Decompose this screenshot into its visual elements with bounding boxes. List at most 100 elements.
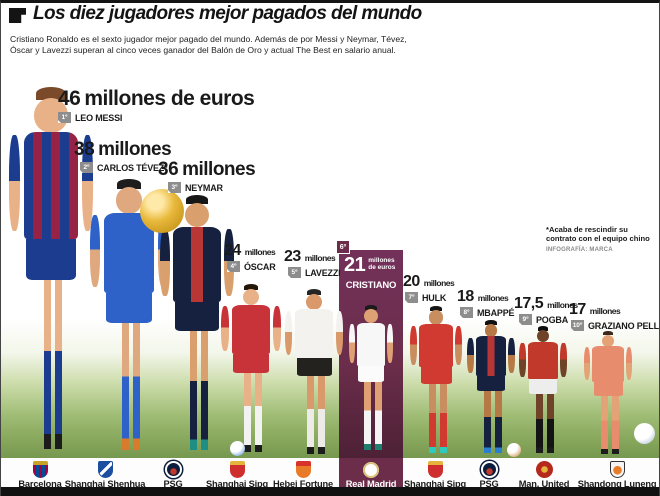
cristiano-highlight-column: 6º 21 millones de euros CRISTIANO [336, 240, 403, 458]
club-name: Shandong Luneng [577, 479, 657, 489]
shanghai-sipg-crest-icon [427, 461, 443, 478]
shandong-luneng-crest-icon [609, 461, 625, 478]
salary-unit: millones de euros [84, 87, 255, 110]
club-name: PSG [163, 479, 183, 489]
club-cell-real-madrid: Real Madrid [339, 458, 403, 490]
club-name: Man. United [518, 479, 570, 489]
rank-badge: 2º [80, 162, 93, 173]
rank-badge: 5º [288, 267, 301, 278]
footnote: *Acaba de rescindir su contrato con el e… [546, 225, 659, 253]
club-cell-psg: PSG [143, 458, 203, 490]
football-icon [230, 441, 245, 456]
man-united-crest-icon [535, 461, 553, 478]
real-madrid-crest-icon [363, 462, 379, 478]
player-name-cristiano: CRISTIANO [345, 280, 397, 291]
salary-unit: millones [182, 159, 256, 180]
footnote-text: *Acaba de rescindir su contrato con el e… [546, 225, 650, 243]
club-cell-barcelona: Barcelona [7, 458, 73, 490]
salary-unit: millones [589, 306, 621, 316]
psg-crest-icon [480, 461, 498, 478]
salary-amount: 24 [224, 242, 241, 259]
player-name: NEYMAR [185, 182, 223, 193]
club-name: Real Madrid [345, 479, 397, 489]
salary-label-mbappe: 18 millones 8º MBAPPÉ [457, 288, 515, 318]
salary-amount: 17,5 [514, 295, 544, 312]
subtitle-line2: Óscar y Lavezzi superan al cinco veces g… [10, 44, 396, 55]
salary-label-messi: 46 millones de euros 1º LEO MESSI [58, 87, 255, 123]
salary-unit: millones [423, 278, 455, 288]
rank-badge: 9º [519, 314, 532, 325]
salary-amount: 23 [284, 248, 301, 265]
salary-label-pelle: 17 millones 10º GRAZIANO PELLÉ [569, 301, 660, 331]
golden-ball-icon [140, 189, 184, 233]
salary-unit: millones de euros [368, 257, 396, 271]
salary-amount: 18 [457, 288, 474, 305]
rank-badge: 3º [168, 182, 181, 193]
player-name: LEO MESSI [75, 112, 123, 123]
club-cell-hebei-fortune: Hebei Fortune [269, 458, 337, 490]
rank-badge: 8º [460, 307, 473, 318]
player-name: HULK [422, 292, 447, 303]
rank-badge: 10º [571, 320, 584, 331]
salary-amount: 17 [569, 301, 586, 318]
club-name: Shanghai Sipg [404, 479, 466, 489]
player-name: CARLOS TÉVEZ* [97, 162, 168, 173]
player-name: GRAZIANO PELLÉ [588, 320, 660, 331]
salary-amount: 36 [158, 159, 179, 180]
subtitle: Cristiano Ronaldo es el sexto jugador me… [10, 34, 407, 55]
salary-label-hulk: 20 millones 7º HULK [403, 273, 455, 303]
infographic-credit: INFOGRAFÍA: MARCA [546, 247, 613, 253]
page-title: Los diez jugadores mejor pagados del mun… [33, 3, 422, 24]
player-name: LAVEZZI [305, 267, 341, 278]
bottom-border-bar [1, 487, 659, 496]
salary-label-neymar: 36 millones 3º NEYMAR [158, 159, 256, 193]
salary-amount: 46 [58, 87, 81, 110]
player-name: POGBA [536, 314, 569, 325]
player-name: ÓSCAR [244, 261, 276, 272]
player-figure-pogba [515, 326, 571, 456]
club-cell-psg-2: PSG [467, 458, 511, 490]
player-figure-cristiano [345, 305, 397, 453]
salary-unit: millones [547, 300, 578, 310]
salary-label-cristiano: 21 millones de euros [344, 254, 400, 277]
club-name: PSG [479, 479, 499, 489]
salary-unit: millones [477, 293, 509, 303]
player-figure-mbappe [463, 320, 519, 456]
rank-badge-cristiano: 6º [336, 240, 350, 254]
shanghai-shenhua-crest-icon [97, 461, 113, 478]
football-icon [634, 423, 655, 444]
rank-badge: 7º [405, 292, 418, 303]
club-name: Hebei Fortune [273, 479, 333, 489]
club-name: Shanghai Shenhua [64, 479, 146, 489]
psg-crest-icon [164, 461, 182, 478]
salary-unit: millones [244, 247, 276, 257]
player-figure-pelle [579, 331, 637, 457]
shanghai-sipg-crest-icon [229, 461, 245, 478]
salary-label-pogba: 17,5 millones 9º POGBA [514, 295, 578, 325]
player-figure-messi [1, 87, 101, 455]
hebei-fortune-crest-icon [295, 461, 311, 478]
club-cell-shanghai-sipg-2: Shanghai Sipg [403, 458, 467, 490]
rank-badge: 1º [58, 112, 71, 123]
barcelona-crest-icon [32, 461, 48, 478]
club-cell-shanghai-shenhua: Shanghai Shenhua [65, 458, 145, 490]
club-cell-shandong-luneng: Shandong Luneng [577, 458, 657, 490]
club-name: Barcelona [18, 479, 62, 489]
salary-unit: millones [98, 139, 172, 160]
football-icon [507, 443, 521, 457]
salary-amount: 38 [74, 139, 95, 160]
salary-label-oscar: 24 millones 4º ÓSCAR [224, 242, 276, 272]
subtitle-line1: Cristiano Ronaldo es el sexto jugador me… [10, 34, 407, 44]
player-figure-lavezzi [279, 289, 349, 457]
player-figure-hulk [405, 306, 467, 456]
player-figure-tevez [83, 179, 175, 455]
salary-amount: 21 [344, 254, 366, 276]
player-figure-oscar [215, 284, 287, 456]
salary-label-tevez: 38 millones 2º CARLOS TÉVEZ* [74, 139, 172, 173]
club-name: Shanghai Sipg [206, 479, 268, 489]
club-bar: Barcelona Shanghai Shenhua PSG Shanghai … [1, 458, 659, 490]
salary-amount: 20 [403, 273, 420, 290]
player-name: MBAPPÉ [477, 307, 515, 318]
club-cell-man-united: Man. United [511, 458, 577, 490]
